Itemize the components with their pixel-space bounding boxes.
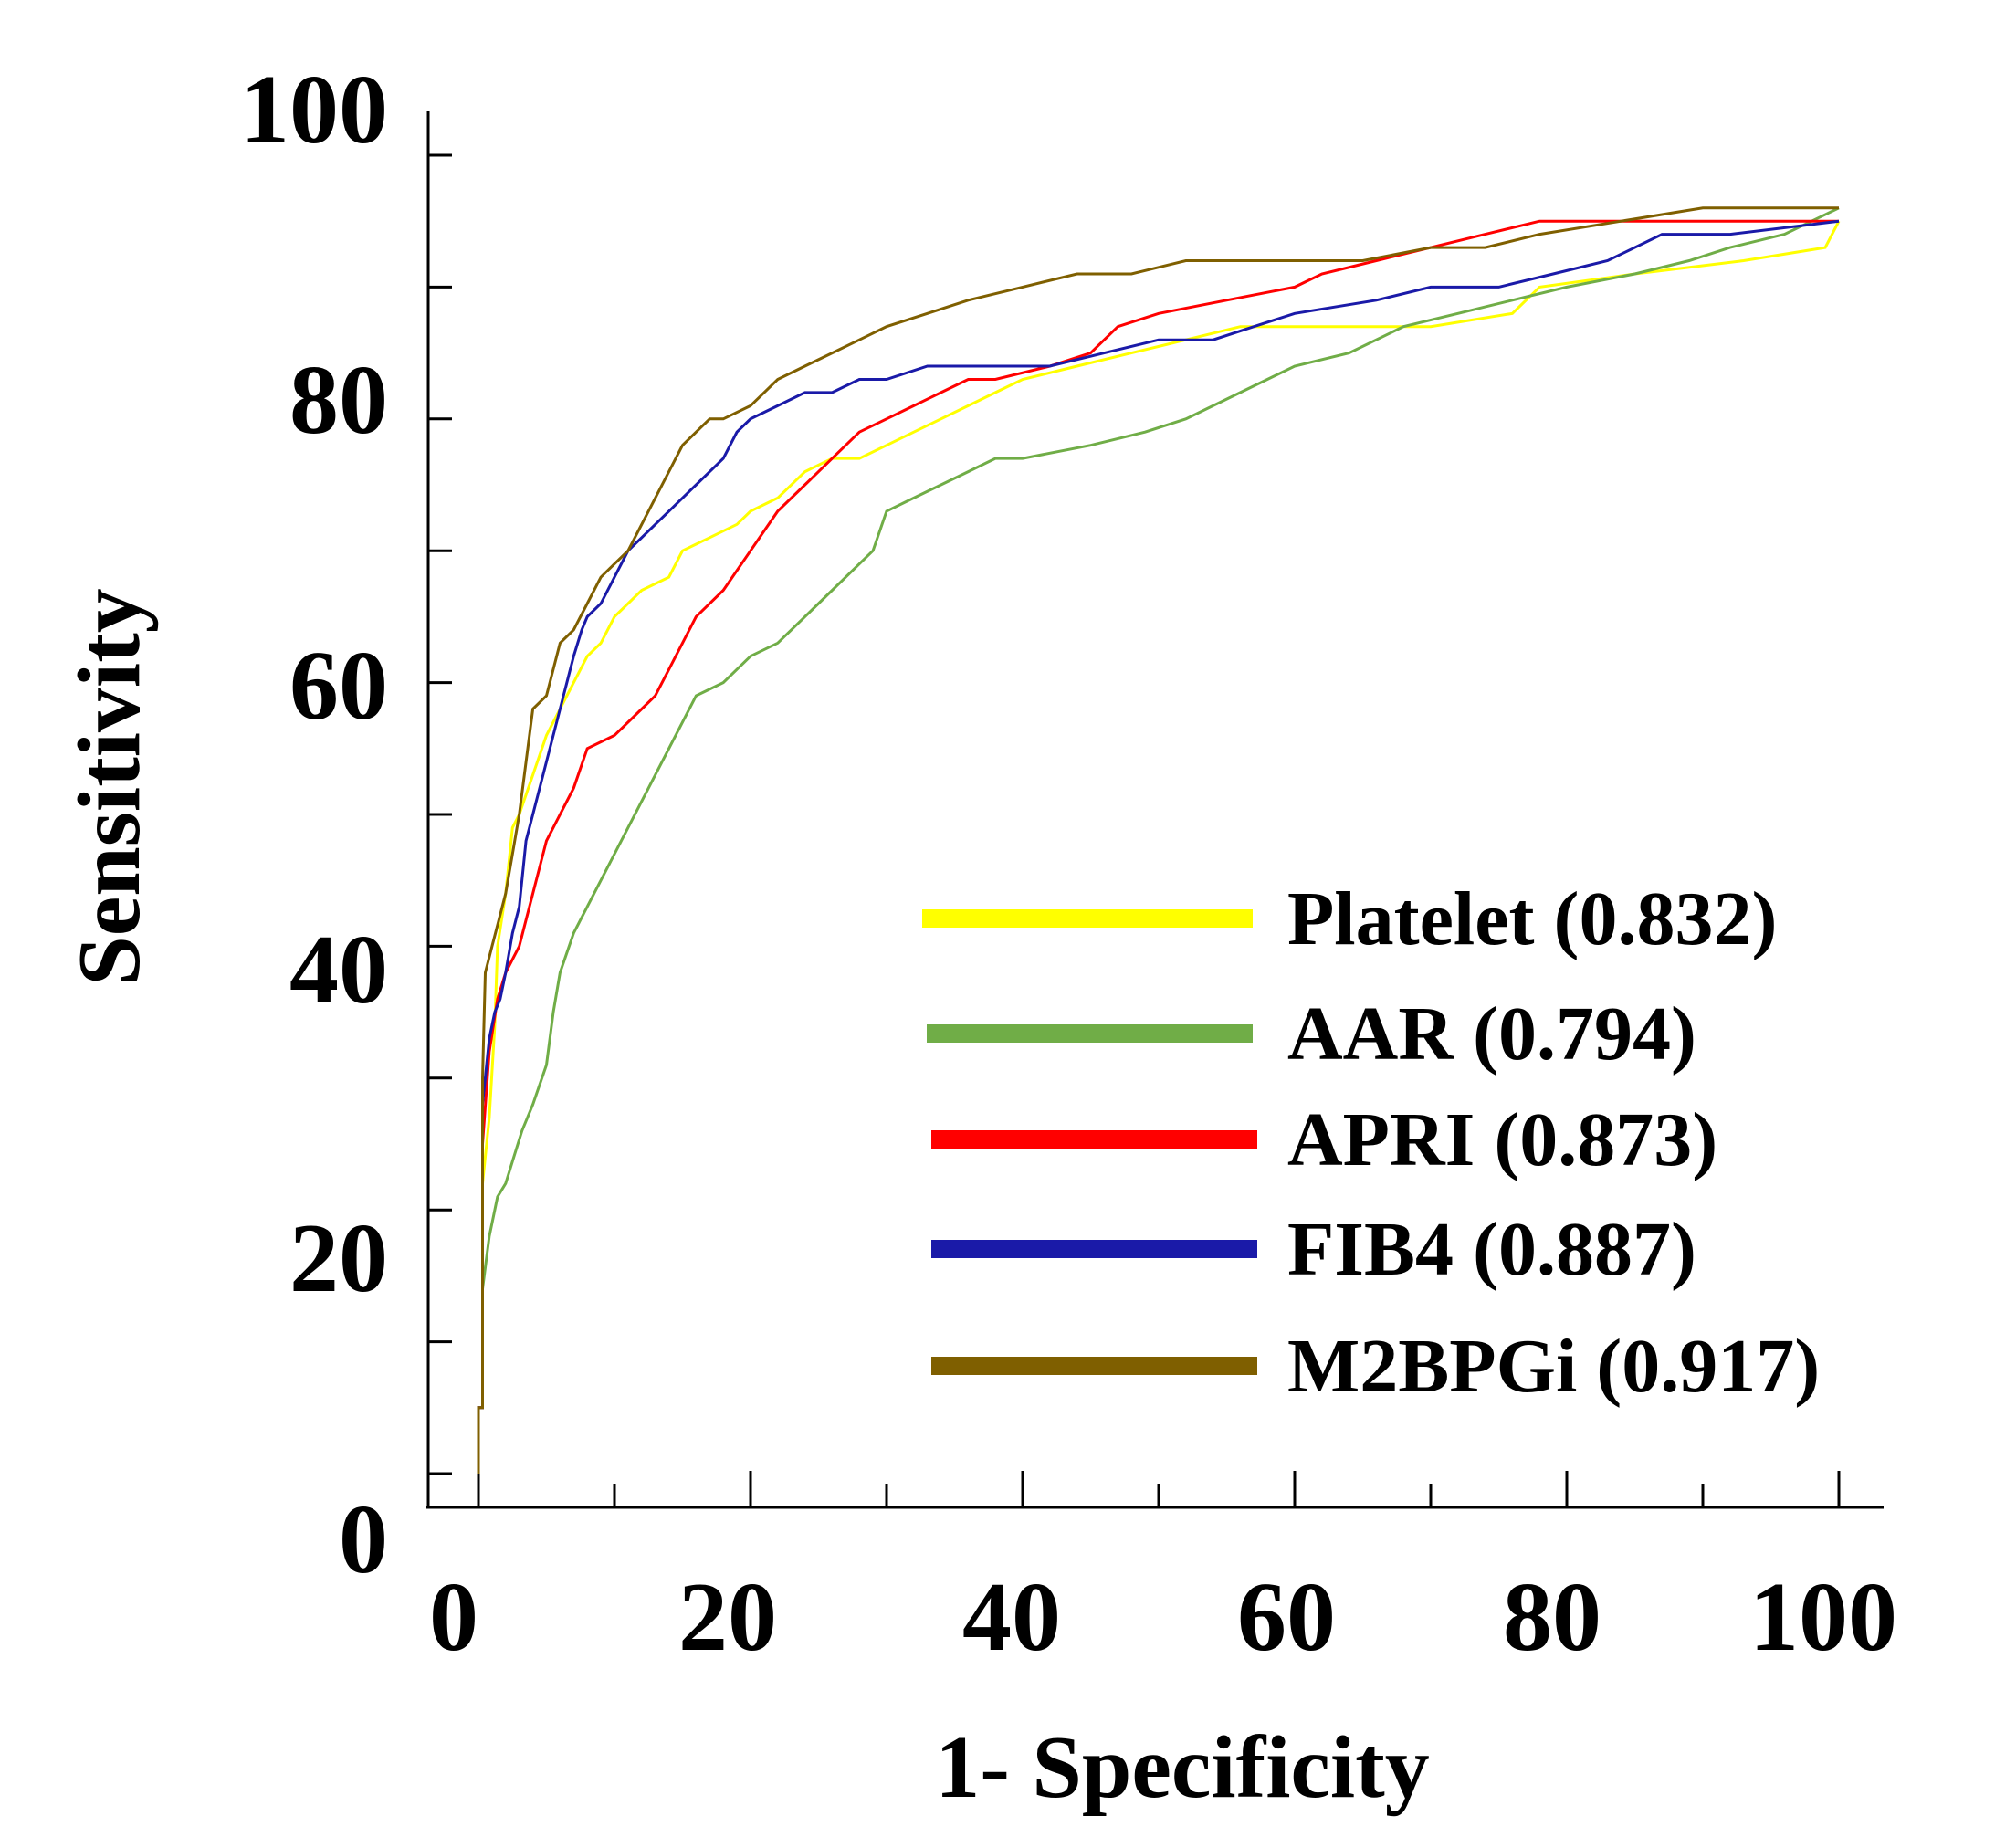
y-tick-labels: 0 20 40 60 80 100: [240, 56, 388, 1594]
roc-curves: [477, 206, 1841, 1474]
y-tick-label-0: 0: [339, 1485, 388, 1594]
legend-label-apri: APRI (0.873): [1287, 1097, 1717, 1182]
roc-curve-aar: [477, 206, 1840, 1474]
x-tick-label-100: 100: [1749, 1563, 1897, 1672]
legend-label-aar: AAR (0.794): [1287, 992, 1696, 1076]
x-tick-label-60: 60: [1237, 1563, 1336, 1672]
legend-label-platelet: Platelet (0.832): [1287, 877, 1777, 961]
x-tick-label-40: 40: [962, 1563, 1061, 1672]
legend-label-fib4: FIB4 (0.887): [1287, 1207, 1696, 1292]
legend-label-m2bpgi: M2BPGi (0.917): [1287, 1324, 1820, 1409]
roc-curve-apri: [477, 219, 1839, 1474]
legend: Platelet (0.832) AAR (0.794) APRI (0.873…: [922, 877, 1820, 1409]
x-tick-labels: 0 20 40 60 80 100: [429, 1563, 1897, 1672]
roc-curve-platelet: [477, 220, 1841, 1474]
y-tick-label-100: 100: [240, 56, 388, 164]
y-tick-label-20: 20: [289, 1204, 388, 1313]
x-tick-label-20: 20: [678, 1563, 777, 1672]
x-tick-label-0: 0: [429, 1563, 478, 1672]
y-tick-label-80: 80: [289, 346, 388, 455]
y-tick-label-60: 60: [289, 632, 388, 740]
x-tick-marks: [477, 1471, 1841, 1507]
y-tick-label-40: 40: [289, 916, 388, 1024]
x-tick-label-80: 80: [1503, 1563, 1601, 1672]
roc-curve-fib4: [477, 219, 1840, 1474]
y-tick-marks: [428, 153, 452, 1475]
roc-curve-m2bpgi: [477, 206, 1839, 1474]
x-axis-title: 1- Specificity: [935, 1718, 1430, 1817]
y-axis-title: Sensitivity: [60, 588, 159, 986]
